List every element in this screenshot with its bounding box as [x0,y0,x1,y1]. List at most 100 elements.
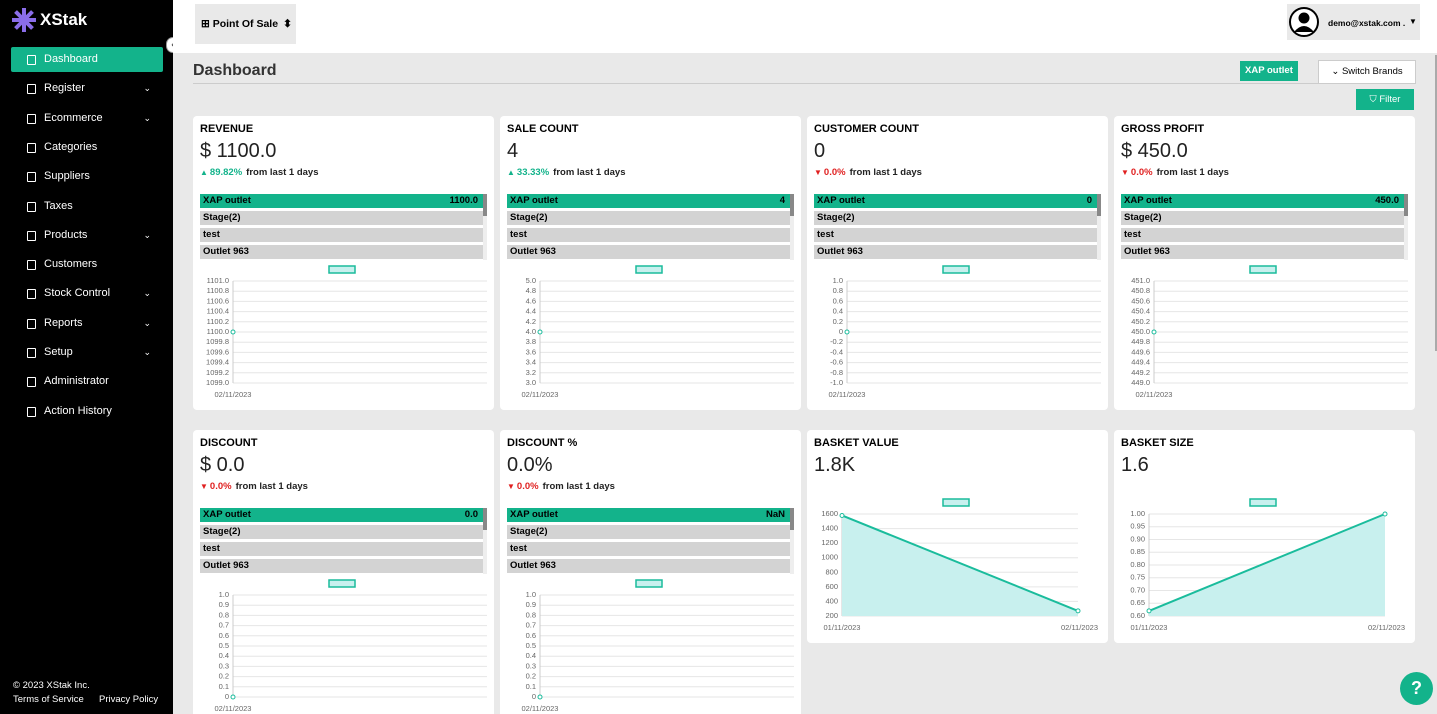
change-percent: 89.82% [209,167,243,178]
y-tick-label: 0.75 [1130,573,1145,582]
y-tick-label: 4.4 [526,307,536,316]
point [839,512,845,518]
topbar: ⊞ Point Of Sale ⬍ demo@xstak.com . ▼ [173,0,1437,53]
x-tick-label: 02/11/2023 [215,390,252,399]
scroll-thumb [483,194,487,216]
metric-card: DISCOUNT $ 0.0 ▼ 0.0% from last 1 days XAP ou… [193,430,494,714]
nav-item[interactable]: Action History [11,399,163,424]
page-title: Dashboard [193,62,277,79]
chart: 1101.01100.81100.61100.41100.21100.01099… [206,265,487,399]
help-button[interactable]: ? [1400,672,1433,705]
nav-item[interactable]: Administrator [11,369,163,394]
switch-brands-button[interactable]: ⌄ Switch Brands [1318,60,1416,84]
nav-item[interactable]: Taxes [11,194,163,219]
link[interactable]: Privacy Policy [99,694,159,705]
chart: 1.00.90.8 0.70.60.50.40.3 0.20.10 02/11/202… [215,579,487,713]
user-menu[interactable]: demo@xstak.com . ▼ [1287,4,1420,40]
outlet-row: test [200,542,483,556]
y-tick-label: 449.4 [1131,358,1150,367]
y-tick-label: -0.6 [830,358,843,367]
change-period: from last 1 days [542,481,615,492]
y-tick-label: 0.2 [526,672,536,681]
caret: ▼ [1409,17,1417,26]
nav-item[interactable]: Reports ⌄ [11,311,163,336]
metric-card: BASKET SIZE 1.6 1.00 0.95 0.90 0.85 0.80 0.75 0.… [1114,430,1415,643]
change: ▼ 0.0% from last 1 days [200,481,308,492]
x-tick-label: 02/11/2023 [522,390,559,399]
outlet-name: Stage(2) [203,212,241,223]
y-tick-label: 449.8 [1131,337,1150,346]
outlet-name: Outlet 963 [510,246,556,257]
change: ▲ 89.82% from last 1 days [200,167,319,178]
nav-label: Register [44,82,85,95]
point [1075,608,1081,614]
nav-item[interactable]: Customers [11,252,163,277]
card-value: 1.8K [814,454,856,476]
scrollbar [483,194,487,260]
change-percent: 0.0% [209,481,232,492]
y-tick-label: 3.4 [526,358,536,367]
change-period: from last 1 days [1156,167,1229,178]
outlet-value: 4 [779,195,785,206]
legend-swatch [635,265,663,274]
card-value: 0.0% [507,454,553,476]
copyright: © 2023 XStak Inc. [13,680,90,691]
sidebar: XStak Dashboard Register ⌄ Ecommerce ⌄ Catego… [0,0,173,714]
card-title: BASKET VALUE [814,437,899,449]
outlet-name: XAP outlet [510,195,558,206]
x-tick-label: 02/11/2023 [1136,390,1173,399]
y-tick-label: 0 [532,692,536,701]
scroll-thumb [1097,194,1101,216]
outlet-name: test [203,543,220,554]
outlet-name: Stage(2) [1124,212,1162,223]
y-tick-label: 0.8 [833,286,843,295]
outlet-name: XAP outlet [510,509,558,520]
nav-item[interactable]: Categories [11,135,163,160]
change-percent: 33.33% [516,167,550,178]
nav-icon [27,142,36,153]
nav-item[interactable]: Stock Control ⌄ [11,281,163,306]
nav-item[interactable]: Setup ⌄ [11,340,163,365]
metric-card: REVENUE $ 1100.0 ▲ 89.82% from last 1 days XA… [193,116,494,410]
nav-label: Customers [44,258,98,271]
nav-item[interactable]: Products ⌄ [11,223,163,248]
link[interactable]: Terms of Service [13,694,84,705]
y-tick-label: 1.0 [833,276,843,285]
outlet-value: 450.0 [1375,195,1399,206]
y-tick-label: 0.95 [1130,522,1145,531]
y-tick-label: 0.70 [1130,585,1145,594]
outlet-name: XAP outlet [203,509,251,520]
outlet-row: XAP outlet 0.0 [200,508,483,522]
nav-item[interactable]: Register ⌄ [11,76,163,101]
y-tick-label: 0.5 [219,641,229,650]
y-tick-label: 0.1 [526,682,536,691]
y-tick-label: 0.4 [526,651,536,660]
y-tick-label: 449.6 [1131,347,1150,356]
scrollbar [1097,194,1101,260]
y-tick-label: 4.6 [526,296,536,305]
scrollbar [1404,194,1408,260]
outlet-name: Outlet 963 [510,560,556,571]
chart: 1.00.90.8 0.70.60.50.40.3 0.20.10 02/11/202… [522,579,794,713]
y-tick-label: -0.2 [830,337,843,346]
outlet-name: test [1124,229,1141,240]
change-period: from last 1 days [235,481,308,492]
y-tick-label: 0.7 [526,621,536,630]
app-name: Point Of Sale [212,18,279,30]
y-tick-label: 1600 [821,509,838,518]
y-tick-label: 1000 [821,553,838,562]
filter-button[interactable]: ⛉ Filter [1356,89,1414,110]
y-tick-label: 0.6 [833,296,843,305]
y-tick-label: 1099.4 [206,358,229,367]
area [842,515,1078,616]
chevron: ⌄ [143,288,151,299]
y-tick-label: 4.2 [526,317,536,326]
app-switcher[interactable]: ⊞ Point Of Sale ⬍ [195,4,296,44]
outlet-name: test [510,543,527,554]
x-tick-label: 02/11/2023 [522,704,559,713]
card-title: BASKET SIZE [1121,437,1194,449]
nav-item[interactable]: Ecommerce ⌄ [11,106,163,131]
nav-item[interactable]: Dashboard [11,47,163,72]
nav-item[interactable]: Suppliers [11,164,163,189]
change: ▼ 0.0% from last 1 days [507,481,615,492]
